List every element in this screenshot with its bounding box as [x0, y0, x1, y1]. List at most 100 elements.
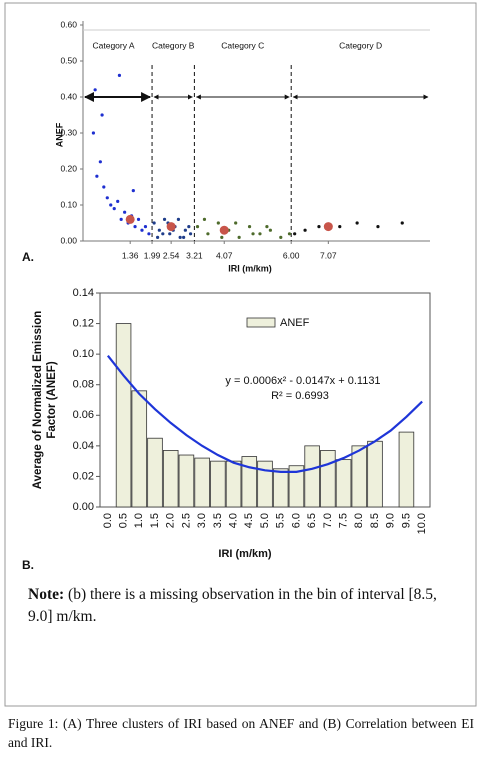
point — [162, 217, 167, 221]
note-lead: Note: — [28, 586, 65, 603]
point — [265, 225, 269, 229]
bar — [115, 323, 132, 508]
point — [98, 160, 102, 164]
bar — [272, 468, 289, 508]
point — [140, 228, 144, 232]
region-label: Category B — [152, 40, 195, 50]
point — [195, 225, 200, 229]
x-tick-label: 4.07 — [216, 250, 233, 260]
point — [237, 235, 241, 239]
point — [147, 232, 151, 236]
y-tick-label: 0.10 — [73, 348, 94, 360]
bar — [398, 431, 415, 508]
x-tick-label: 5.0 — [259, 513, 271, 528]
x-tick-label: 8.0 — [353, 513, 365, 528]
point — [183, 228, 187, 232]
x-tick-label: 1.99 — [144, 250, 161, 260]
y-tick-label: 0.00 — [73, 501, 94, 513]
point — [109, 203, 113, 207]
bar — [178, 454, 195, 508]
point — [400, 221, 404, 225]
bar — [225, 460, 242, 508]
x-tick-label: 1.36 — [122, 250, 139, 260]
point — [247, 225, 252, 229]
y-tick-label: 0.10 — [60, 199, 77, 209]
note-text: (b) there is a missing observation in th… — [28, 586, 437, 625]
point — [182, 235, 186, 239]
point — [176, 217, 181, 221]
x-tick-label: 1.5 — [149, 513, 161, 528]
point — [376, 225, 380, 229]
point — [234, 221, 238, 225]
y-tick-label: 0.08 — [73, 379, 94, 391]
y-tick-label: 0.30 — [60, 127, 77, 137]
point — [100, 113, 104, 117]
bar — [131, 390, 148, 508]
point — [293, 232, 297, 236]
bar — [162, 450, 179, 508]
x-axis-title: IRI (m/km) — [228, 263, 272, 273]
x-tick-label: 0.0 — [102, 513, 114, 528]
bar — [304, 445, 320, 508]
x-tick-label: 0.5 — [117, 513, 129, 528]
point — [116, 199, 120, 203]
point — [91, 131, 96, 135]
x-tick-label: 9.5 — [400, 513, 412, 528]
point — [112, 207, 116, 211]
x-tick-label: 2.5 — [180, 513, 192, 528]
point — [136, 217, 141, 221]
point — [258, 232, 262, 236]
point — [188, 232, 193, 236]
point — [105, 196, 109, 200]
bar — [210, 460, 226, 508]
x-tick-label: 5.5 — [275, 513, 287, 528]
point — [157, 228, 161, 232]
bar — [288, 465, 305, 508]
point — [338, 225, 342, 229]
bar — [351, 445, 368, 508]
y-tick-label: 0.50 — [60, 55, 77, 65]
point — [93, 88, 97, 92]
y-tick-label: 0.02 — [73, 470, 94, 482]
centroid — [323, 222, 333, 232]
y-tick-label: 0.20 — [60, 163, 77, 173]
x-tick-label: 3.0 — [196, 513, 208, 528]
x-axis-title: IRI (m/km) — [218, 548, 272, 560]
region-label: Category C — [221, 40, 264, 50]
y-tick-label: 0.04 — [73, 440, 94, 452]
trend-line — [106, 354, 423, 473]
y-tick-label: 0.00 — [60, 235, 77, 245]
point — [178, 235, 182, 239]
bar — [194, 457, 210, 508]
point — [156, 235, 160, 239]
centroid — [125, 214, 135, 224]
frame — [4, 2, 477, 707]
bar — [367, 440, 383, 508]
x-tick-label: 3.21 — [186, 250, 203, 260]
point — [303, 228, 307, 232]
point — [268, 228, 272, 232]
y-axis-title: ANEF — [54, 122, 64, 147]
point — [143, 225, 148, 229]
point — [279, 235, 283, 239]
point — [133, 225, 137, 229]
point — [131, 189, 135, 193]
x-tick-label: 4.5 — [243, 513, 255, 528]
point — [216, 221, 220, 225]
x-tick-label: 8.5 — [369, 513, 381, 528]
x-tick-label: 7.07 — [320, 250, 337, 260]
x-tick-label: 7.0 — [322, 513, 334, 528]
x-tick-label: 2.54 — [163, 250, 180, 260]
note: Note: (b) there is a missing observation… — [28, 584, 448, 628]
bar — [257, 460, 273, 508]
region-label: Category A — [92, 40, 134, 50]
caption: Figure 1: (A) Three clusters of IRI base… — [8, 716, 474, 750]
point — [123, 210, 127, 214]
x-tick-label: 6.00 — [283, 250, 300, 260]
bar — [147, 437, 163, 508]
point — [119, 217, 123, 221]
point — [206, 232, 210, 236]
point — [187, 225, 191, 229]
point — [355, 221, 359, 225]
